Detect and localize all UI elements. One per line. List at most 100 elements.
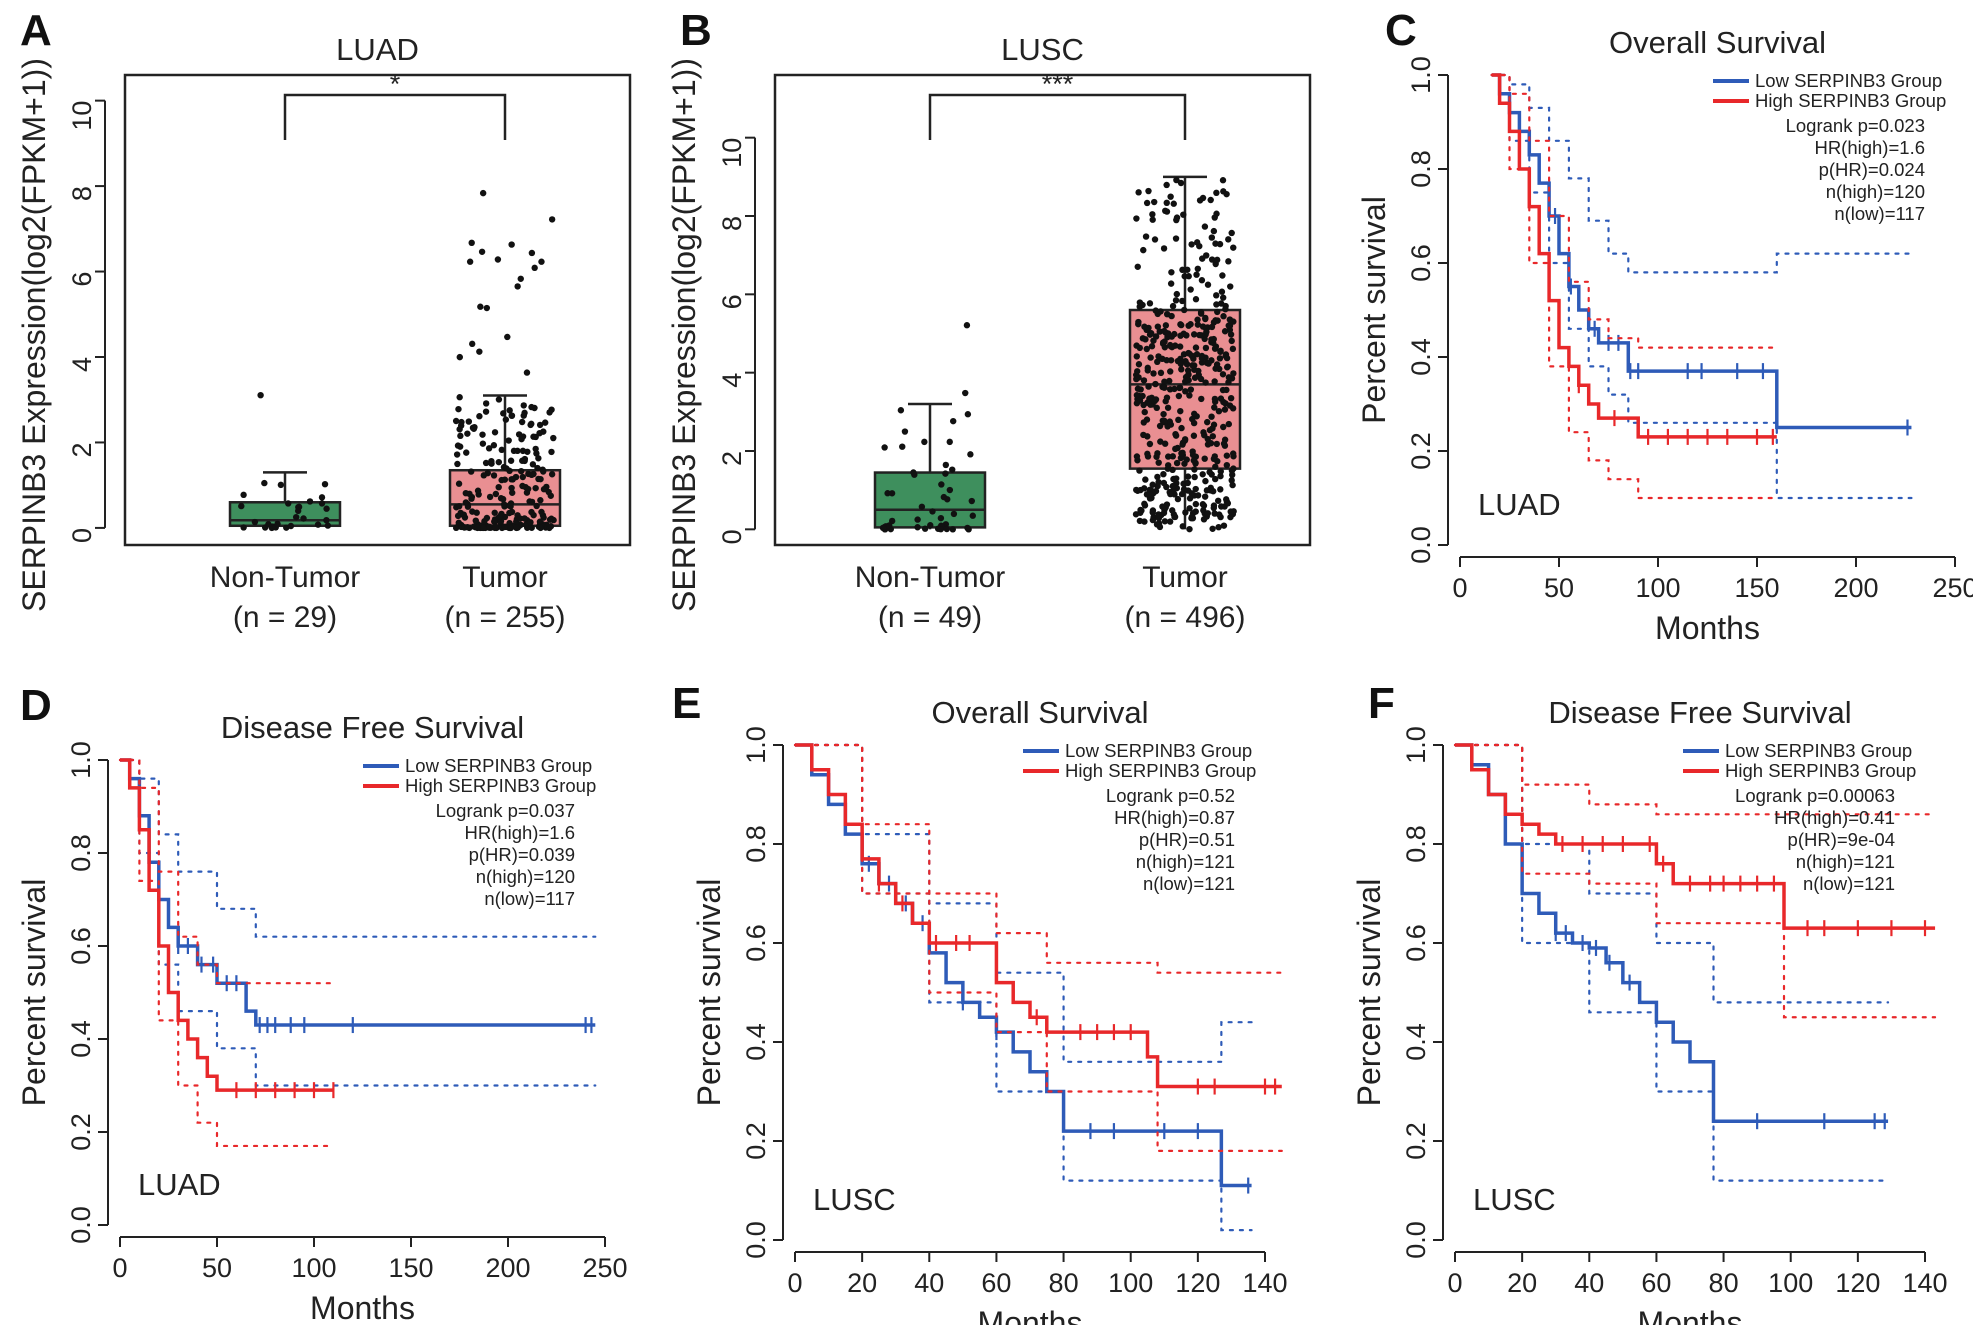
data-point — [537, 497, 544, 504]
data-point — [1223, 461, 1231, 469]
stat-line-D-4: n(low)=117 — [484, 888, 575, 909]
data-point — [1149, 481, 1156, 488]
data-point — [1172, 297, 1180, 304]
data-point — [1208, 323, 1216, 331]
data-point — [1213, 440, 1220, 448]
data-point — [1146, 395, 1153, 402]
data-point — [964, 411, 972, 418]
data-point — [488, 457, 495, 465]
data-point — [1219, 371, 1227, 378]
data-point — [528, 508, 535, 516]
cohort-label-D: LUAD — [138, 1167, 221, 1202]
data-point — [468, 239, 475, 247]
data-point — [541, 419, 549, 426]
data-point — [1174, 444, 1181, 452]
data-point — [949, 466, 956, 473]
data-point — [1210, 227, 1218, 235]
data-point — [1196, 331, 1203, 339]
stat-line-E-4: n(low)=121 — [1143, 873, 1235, 894]
data-point — [950, 510, 958, 518]
data-point — [1177, 407, 1184, 415]
data-point — [533, 450, 540, 457]
data-point — [1212, 240, 1219, 247]
stat-line-E-3: n(high)=121 — [1136, 851, 1235, 872]
data-point — [530, 470, 537, 478]
y-tick-label-D-1: 0.2 — [66, 1113, 96, 1151]
data-point — [1208, 256, 1216, 263]
data-point — [1180, 211, 1187, 218]
data-point — [1191, 473, 1198, 481]
data-point — [1214, 497, 1222, 504]
ci-lower-high-C — [1490, 73, 1778, 500]
data-point — [1211, 404, 1218, 411]
data-point — [1177, 332, 1184, 339]
data-point — [1166, 418, 1173, 425]
data-point — [483, 304, 491, 312]
data-point — [518, 435, 525, 443]
data-point — [1170, 475, 1178, 483]
panel-label-C: C — [1385, 6, 1417, 55]
data-point — [529, 461, 537, 468]
data-point — [1150, 370, 1157, 377]
data-point — [318, 494, 326, 501]
data-point — [495, 396, 503, 403]
data-point — [454, 460, 461, 468]
data-point — [456, 394, 463, 401]
data-point — [1199, 471, 1206, 478]
data-point — [536, 429, 543, 437]
data-point — [1210, 504, 1217, 512]
y-tick-label-D-4: 0.8 — [66, 834, 96, 872]
data-point — [1186, 505, 1193, 512]
data-point — [1227, 283, 1234, 290]
data-point — [1199, 501, 1207, 508]
data-point — [1141, 518, 1148, 525]
data-point — [1217, 468, 1224, 475]
x-tick-label-E-4: 80 — [1049, 1268, 1079, 1298]
data-point — [949, 417, 957, 425]
legend-label-high-E: High SERPINB3 Group — [1065, 760, 1256, 781]
y-tick-label-D-5: 1.0 — [66, 741, 96, 779]
data-point — [1228, 477, 1235, 484]
data-point — [507, 457, 515, 464]
category-label-A-0: Non-Tumor — [210, 561, 361, 594]
data-point — [1204, 510, 1212, 517]
data-point — [1213, 256, 1221, 264]
stat-line-F-3: n(high)=121 — [1796, 851, 1895, 872]
data-point — [1218, 503, 1225, 510]
data-point — [1217, 348, 1224, 355]
stat-line-D-1: HR(high)=1.6 — [464, 822, 575, 843]
data-point — [314, 521, 322, 528]
data-point — [508, 241, 515, 248]
data-point — [1217, 472, 1224, 480]
data-point — [1173, 214, 1181, 221]
data-point — [462, 499, 470, 506]
data-point — [240, 524, 247, 531]
data-point — [1143, 416, 1151, 423]
data-point — [497, 495, 505, 502]
x-tick-label-E-0: 0 — [787, 1268, 802, 1298]
data-point — [527, 519, 534, 526]
data-point — [1134, 457, 1141, 464]
data-point — [1183, 360, 1191, 368]
data-point — [968, 497, 975, 505]
legend-label-low-F: Low SERPINB3 Group — [1725, 740, 1912, 761]
data-point — [1225, 374, 1233, 381]
data-point — [1194, 265, 1202, 272]
data-point — [323, 505, 330, 512]
data-point — [1182, 388, 1189, 395]
y-axis-label-B: SERPINB3 Expression(log2(FPKM+1)) — [666, 58, 702, 612]
data-point — [519, 482, 526, 490]
data-point — [534, 464, 541, 472]
data-point — [1198, 355, 1206, 362]
ci-lower-high-E — [793, 743, 1283, 1152]
data-point — [1217, 513, 1224, 521]
legend-label-high-D: High SERPINB3 Group — [405, 775, 596, 796]
stat-line-F-0: Logrank p=0.00063 — [1735, 785, 1895, 806]
data-point — [238, 502, 245, 510]
panel-title-B: LUSC — [1001, 32, 1084, 67]
legend-label-high-F: High SERPINB3 Group — [1725, 760, 1916, 781]
y-tick-label-B-2: 4 — [717, 373, 747, 388]
y-tick-label-D-2: 0.4 — [66, 1020, 96, 1058]
data-point — [1218, 288, 1226, 295]
